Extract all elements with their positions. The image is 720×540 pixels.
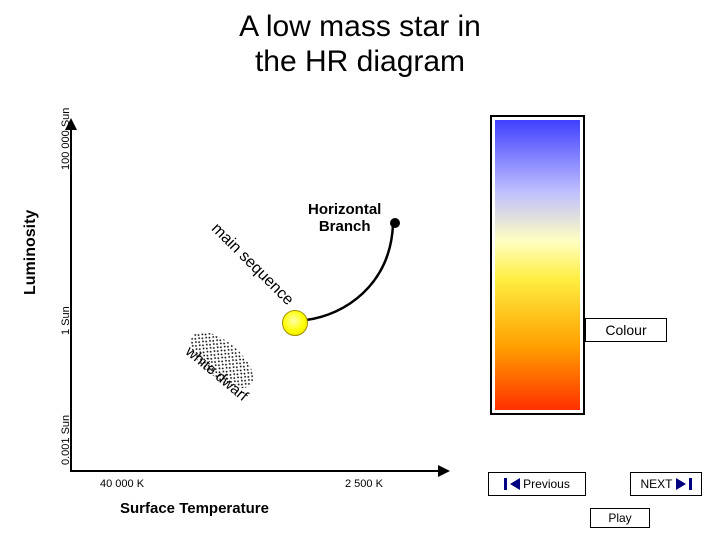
play-button-label: Play: [608, 511, 631, 525]
next-button-label: NEXT: [640, 477, 672, 491]
y-tick-label: 0.001 Sun: [60, 415, 72, 465]
hr-diagram-plot: main sequence Horizontal Branch white dw…: [70, 120, 440, 470]
y-tick-label: 100 000 Sun: [60, 108, 72, 170]
x-tick-label: 40 000 K: [100, 478, 144, 490]
previous-button-label: Previous: [523, 477, 570, 491]
star-marker-icon: [282, 310, 308, 336]
y-tick-label: 1 Sun: [60, 306, 72, 335]
x-axis-line: [70, 470, 440, 472]
colour-label: Colour: [585, 318, 667, 342]
skip-bar-icon: [689, 478, 692, 490]
page-title: A low mass star in the HR diagram: [0, 0, 720, 79]
triangle-right-icon: [676, 478, 686, 490]
x-axis-label: Surface Temperature: [120, 500, 269, 517]
y-axis-label: Luminosity: [22, 210, 40, 295]
skip-bar-icon: [504, 478, 507, 490]
title-line-2: the HR diagram: [255, 45, 465, 78]
play-button[interactable]: Play: [590, 508, 650, 528]
next-button[interactable]: NEXT: [630, 472, 702, 496]
x-tick-label: 2 500 K: [345, 478, 383, 490]
colour-bar: [490, 115, 585, 415]
previous-button[interactable]: Previous: [488, 472, 586, 496]
triangle-left-icon: [510, 478, 520, 490]
connector-curve-icon: [70, 120, 440, 470]
colour-bar-gradient: [495, 120, 580, 410]
title-line-1: A low mass star in: [239, 10, 481, 43]
